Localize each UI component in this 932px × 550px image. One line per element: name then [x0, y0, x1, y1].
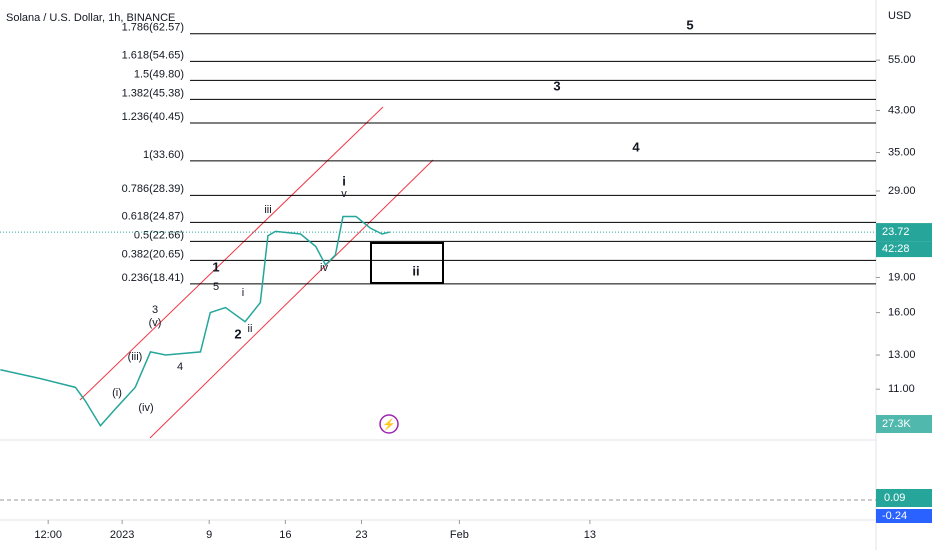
alert-icon[interactable] — [379, 414, 399, 434]
signal-box — [876, 509, 932, 523]
countdown-box — [876, 241, 932, 258]
y-tick-label: 35.00 — [888, 146, 916, 158]
wave-label: v — [341, 188, 347, 200]
wave-label: iv — [320, 262, 328, 274]
wave-label: 1 — [212, 259, 219, 274]
fib-label: 0.236(18.41) — [122, 272, 184, 284]
x-tick-label: 23 — [355, 529, 367, 541]
fib-label: 1.618(54.65) — [122, 49, 184, 61]
fib-label: 0.786(28.39) — [122, 183, 184, 195]
wave-label: ii — [412, 263, 419, 278]
y-tick-label: 55.00 — [888, 54, 916, 66]
wave-label: (i) — [112, 387, 122, 399]
wave-label: 3 — [553, 78, 560, 93]
wave-label: (iii) — [128, 351, 143, 363]
x-tick-label: 13 — [584, 529, 596, 541]
wave-label: 5 — [213, 281, 219, 293]
fib-label: 0.618(24.87) — [122, 210, 184, 222]
fib-label: 1.5(49.80) — [134, 68, 184, 80]
y-tick-label: 19.00 — [888, 271, 916, 283]
wave-label: i — [342, 173, 346, 188]
wave-label: 4 — [177, 361, 183, 373]
x-tick-label: 16 — [279, 529, 291, 541]
x-tick-label: 2023 — [110, 529, 134, 541]
wave-label: 3 — [152, 304, 158, 316]
fib-label: 1.236(40.45) — [122, 111, 184, 123]
last-price-label: 23.72 — [882, 226, 910, 238]
y-tick-label: 29.00 — [888, 185, 916, 197]
currency: USD — [888, 10, 911, 22]
y-tick-label: 43.00 — [888, 104, 916, 116]
countdown-label: 42:28 — [882, 243, 910, 255]
x-tick-label: 12:00 — [34, 529, 62, 541]
wave-label: ii — [248, 323, 253, 335]
signal-label: -0.24 — [882, 510, 907, 522]
channel-line — [149, 159, 434, 439]
volume-label: 27.3K — [882, 418, 911, 430]
x-tick-label: Feb — [450, 529, 469, 541]
x-tick-label: 9 — [206, 529, 212, 541]
y-tick-label: 16.00 — [888, 306, 916, 318]
wave-label: 4 — [632, 139, 640, 154]
last-price-box — [876, 223, 932, 242]
fib-label: 1.382(45.38) — [122, 87, 184, 99]
wave-label: (iv) — [138, 402, 153, 414]
wave-label: iii — [264, 204, 271, 216]
y-tick-label: 13.00 — [888, 349, 916, 361]
channel-line — [79, 106, 384, 401]
fib-label: 0.382(20.65) — [122, 248, 184, 260]
macd-box — [876, 489, 932, 507]
volume-box — [876, 415, 932, 433]
alert-icon-glyph: ⚡ — [382, 418, 396, 431]
target-box — [370, 242, 444, 284]
fib-label: 1.786(62.57) — [122, 22, 184, 34]
chart-title: Solana / U.S. Dollar, 1h, BINANCE — [6, 12, 175, 24]
fib-label: 1(33.60) — [143, 149, 184, 161]
price-line — [0, 215, 390, 427]
wave-label: 5 — [686, 17, 693, 32]
y-tick-label: 11.00 — [888, 383, 915, 395]
wave-label: i — [242, 287, 244, 299]
macd-label: 0.09 — [884, 492, 905, 504]
fib-label: 0.5(22.66) — [134, 229, 184, 241]
wave-label: (v) — [149, 317, 162, 329]
wave-label: 2 — [234, 326, 241, 341]
